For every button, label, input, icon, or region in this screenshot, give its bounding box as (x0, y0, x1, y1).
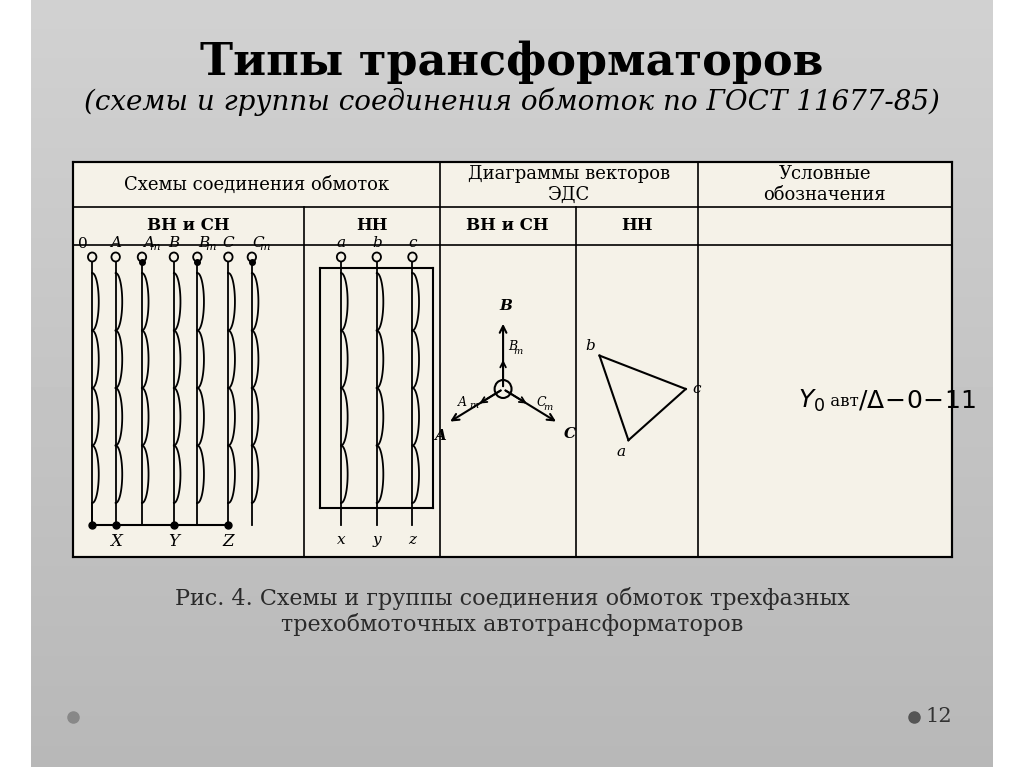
Text: Типы трансформаторов: Типы трансформаторов (201, 40, 823, 84)
Text: a: a (616, 445, 626, 459)
Text: A: A (458, 397, 467, 410)
Text: m: m (259, 242, 270, 252)
Bar (74, 162, 951, 557)
Text: b: b (372, 236, 382, 250)
Text: C: C (222, 236, 234, 250)
Text: m: m (470, 401, 479, 410)
Text: (схемы и группы соединения обмоток по ГОСТ 11677-85): (схемы и группы соединения обмоток по ГО… (84, 87, 940, 117)
Text: A: A (111, 236, 121, 250)
Text: A: A (143, 236, 154, 250)
Text: 0: 0 (78, 237, 88, 251)
Text: 12: 12 (926, 707, 952, 726)
Text: m: m (205, 242, 215, 252)
Text: B: B (508, 340, 517, 353)
Text: z: z (409, 533, 417, 547)
Text: c: c (409, 236, 417, 250)
Text: Рис. 4. Схемы и группы соединения обмоток трехфазных: Рис. 4. Схемы и группы соединения обмото… (175, 588, 849, 611)
Text: $/\Delta\!-\!0\!-\!11$: $/\Delta\!-\!0\!-\!11$ (858, 389, 976, 413)
Text: B: B (199, 236, 210, 250)
Text: B: B (500, 299, 512, 313)
Text: НН: НН (622, 218, 652, 235)
Text: C: C (253, 236, 264, 250)
Text: Y: Y (168, 533, 179, 550)
Text: a: a (337, 236, 346, 250)
Text: трехобмоточных автотрансформаторов: трехобмоточных автотрансформаторов (281, 613, 743, 636)
Text: C: C (537, 397, 546, 410)
Text: ВН и СН: ВН и СН (467, 218, 549, 235)
Text: Условные
обозначения: Условные обозначения (764, 165, 886, 204)
Text: $Y_{0}$: $Y_{0}$ (798, 388, 824, 414)
Text: C: C (564, 427, 577, 441)
Text: B: B (168, 236, 179, 250)
Text: НН: НН (356, 218, 387, 235)
Text: Диаграммы векторов
ЭДС: Диаграммы векторов ЭДС (468, 165, 670, 204)
Text: c: c (693, 382, 701, 396)
Text: x: x (337, 533, 345, 547)
Text: b: b (586, 338, 595, 353)
Text: m: m (150, 242, 160, 252)
Text: X: X (110, 533, 122, 550)
Text: y: y (373, 533, 381, 547)
Text: m: m (513, 347, 522, 356)
Text: Схемы соединения обмоток: Схемы соединения обмоток (124, 176, 389, 193)
Text: A: A (434, 429, 446, 443)
Text: m: m (543, 403, 552, 412)
Text: Z: Z (222, 533, 234, 550)
Text: ВН и СН: ВН и СН (147, 218, 229, 235)
Text: авт: авт (824, 393, 858, 410)
